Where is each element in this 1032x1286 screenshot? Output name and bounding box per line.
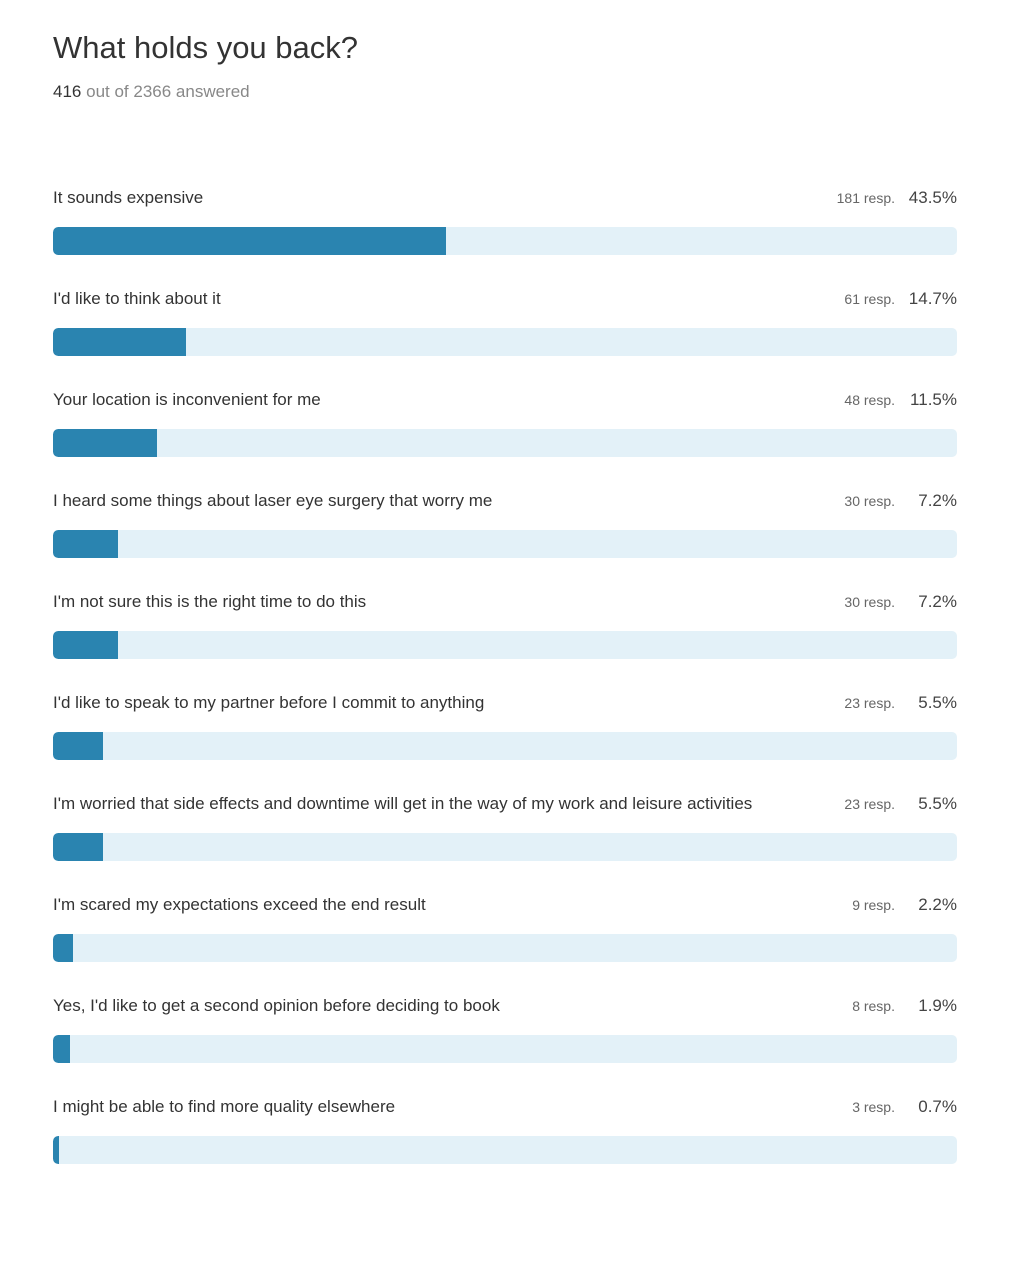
response-label: I'd like to speak to my partner before I… <box>53 693 485 712</box>
response-row-header: I'm scared my expectations exceed the en… <box>53 885 957 925</box>
response-count: 30 resp. <box>844 594 895 610</box>
response-stats: 8 resp. 1.9% <box>852 996 957 1016</box>
response-stats: 61 resp. 14.7% <box>844 289 957 309</box>
response-row-header: I might be able to find more quality els… <box>53 1087 957 1127</box>
response-row: I'd like to speak to my partner before I… <box>53 683 957 760</box>
response-count: 30 resp. <box>844 493 895 509</box>
response-row: I'm scared my expectations exceed the en… <box>53 885 957 962</box>
bar-fill <box>53 1035 71 1063</box>
bar-fill <box>53 631 119 659</box>
bar-track <box>53 934 957 962</box>
response-row: I heard some things about laser eye surg… <box>53 481 957 558</box>
response-percent: 5.5% <box>918 693 957 712</box>
answered-suffix: out of 2366 answered <box>86 82 250 101</box>
response-count: 3 resp. <box>852 1099 895 1115</box>
response-row-header: I'm worried that side effects and downti… <box>53 784 957 824</box>
response-label: I might be able to find more quality els… <box>53 1097 396 1116</box>
response-label: I'm worried that side effects and downti… <box>53 794 753 813</box>
response-label: It sounds expensive <box>53 188 204 207</box>
bar-fill <box>53 227 447 255</box>
response-label: Yes, I'd like to get a second opinion be… <box>53 996 500 1015</box>
response-percent: 0.7% <box>918 1097 957 1116</box>
bar-fill <box>53 429 157 457</box>
response-row: I'd like to think about it 61 resp. 14.7% <box>53 279 957 356</box>
bar-track <box>53 833 957 861</box>
response-row: I might be able to find more quality els… <box>53 1087 957 1164</box>
response-label: I'm not sure this is the right time to d… <box>53 592 367 611</box>
response-row-header: I'm not sure this is the right time to d… <box>53 582 957 622</box>
response-stats: 30 resp. 7.2% <box>844 491 957 511</box>
response-row-header: It sounds expensive 181 resp. 43.5% <box>53 178 957 218</box>
bar-track <box>53 429 957 457</box>
bar-fill <box>53 833 103 861</box>
response-row-header: I heard some things about laser eye surg… <box>53 481 957 521</box>
response-stats: 9 resp. 2.2% <box>852 895 957 915</box>
question-title: What holds you back? <box>53 30 359 65</box>
response-stats: 48 resp. 11.5% <box>844 390 957 410</box>
response-count: 181 resp. <box>836 190 895 206</box>
bar-fill <box>53 1136 60 1164</box>
response-percent: 2.2% <box>918 895 957 914</box>
response-percent: 1.9% <box>918 996 957 1015</box>
response-percent: 14.7% <box>908 289 957 308</box>
question-header: What holds you back? 416 out of 2366 ans… <box>53 28 358 102</box>
response-count: 8 resp. <box>852 998 895 1014</box>
response-percent: 7.2% <box>918 491 957 510</box>
response-stats: 23 resp. 5.5% <box>844 693 957 713</box>
response-stats: 3 resp. 0.7% <box>852 1097 957 1117</box>
bar-fill <box>53 934 73 962</box>
response-row-header: Yes, I'd like to get a second opinion be… <box>53 986 957 1026</box>
bar-track <box>53 732 957 760</box>
bar-track <box>53 328 957 356</box>
bar-track <box>53 1035 957 1063</box>
bar-fill <box>53 732 103 760</box>
response-count: 48 resp. <box>844 392 895 408</box>
answered-summary: 416 out of 2366 answered <box>53 82 358 102</box>
response-count: 61 resp. <box>844 291 895 307</box>
response-percent: 43.5% <box>908 188 957 207</box>
bar-track <box>53 530 957 558</box>
response-count: 23 resp. <box>844 695 895 711</box>
response-label: Your location is inconvenient for me <box>53 390 321 409</box>
response-percent: 11.5% <box>910 390 957 409</box>
response-row: Yes, I'd like to get a second opinion be… <box>53 986 957 1063</box>
response-count: 9 resp. <box>852 897 895 913</box>
response-percent: 7.2% <box>918 592 957 611</box>
bar-track <box>53 227 957 255</box>
response-row-header: I'd like to think about it 61 resp. 14.7% <box>53 279 957 319</box>
response-bar-chart: It sounds expensive 181 resp. 43.5% I'd lik… <box>53 178 957 1164</box>
response-row: I'm not sure this is the right time to d… <box>53 582 957 659</box>
bar-fill <box>53 328 186 356</box>
bar-fill <box>53 530 119 558</box>
response-label: I'd like to think about it <box>53 289 221 308</box>
response-label: I heard some things about laser eye surg… <box>53 491 493 510</box>
response-row: It sounds expensive 181 resp. 43.5% <box>53 178 957 255</box>
response-count: 23 resp. <box>844 796 895 812</box>
response-label: I'm scared my expectations exceed the en… <box>53 895 426 914</box>
response-row-header: I'd like to speak to my partner before I… <box>53 683 957 723</box>
response-percent: 5.5% <box>918 794 957 813</box>
response-row-header: Your location is inconvenient for me 48 r… <box>53 380 957 420</box>
bar-track <box>53 631 957 659</box>
answered-count: 416 <box>53 82 82 101</box>
response-stats: 181 resp. 43.5% <box>837 188 957 208</box>
response-stats: 23 resp. 5.5% <box>844 794 957 814</box>
response-row: I'm worried that side effects and downti… <box>53 784 957 861</box>
response-row: Your location is inconvenient for me 48 r… <box>53 380 957 457</box>
bar-track <box>53 1136 957 1164</box>
response-stats: 30 resp. 7.2% <box>844 592 957 612</box>
